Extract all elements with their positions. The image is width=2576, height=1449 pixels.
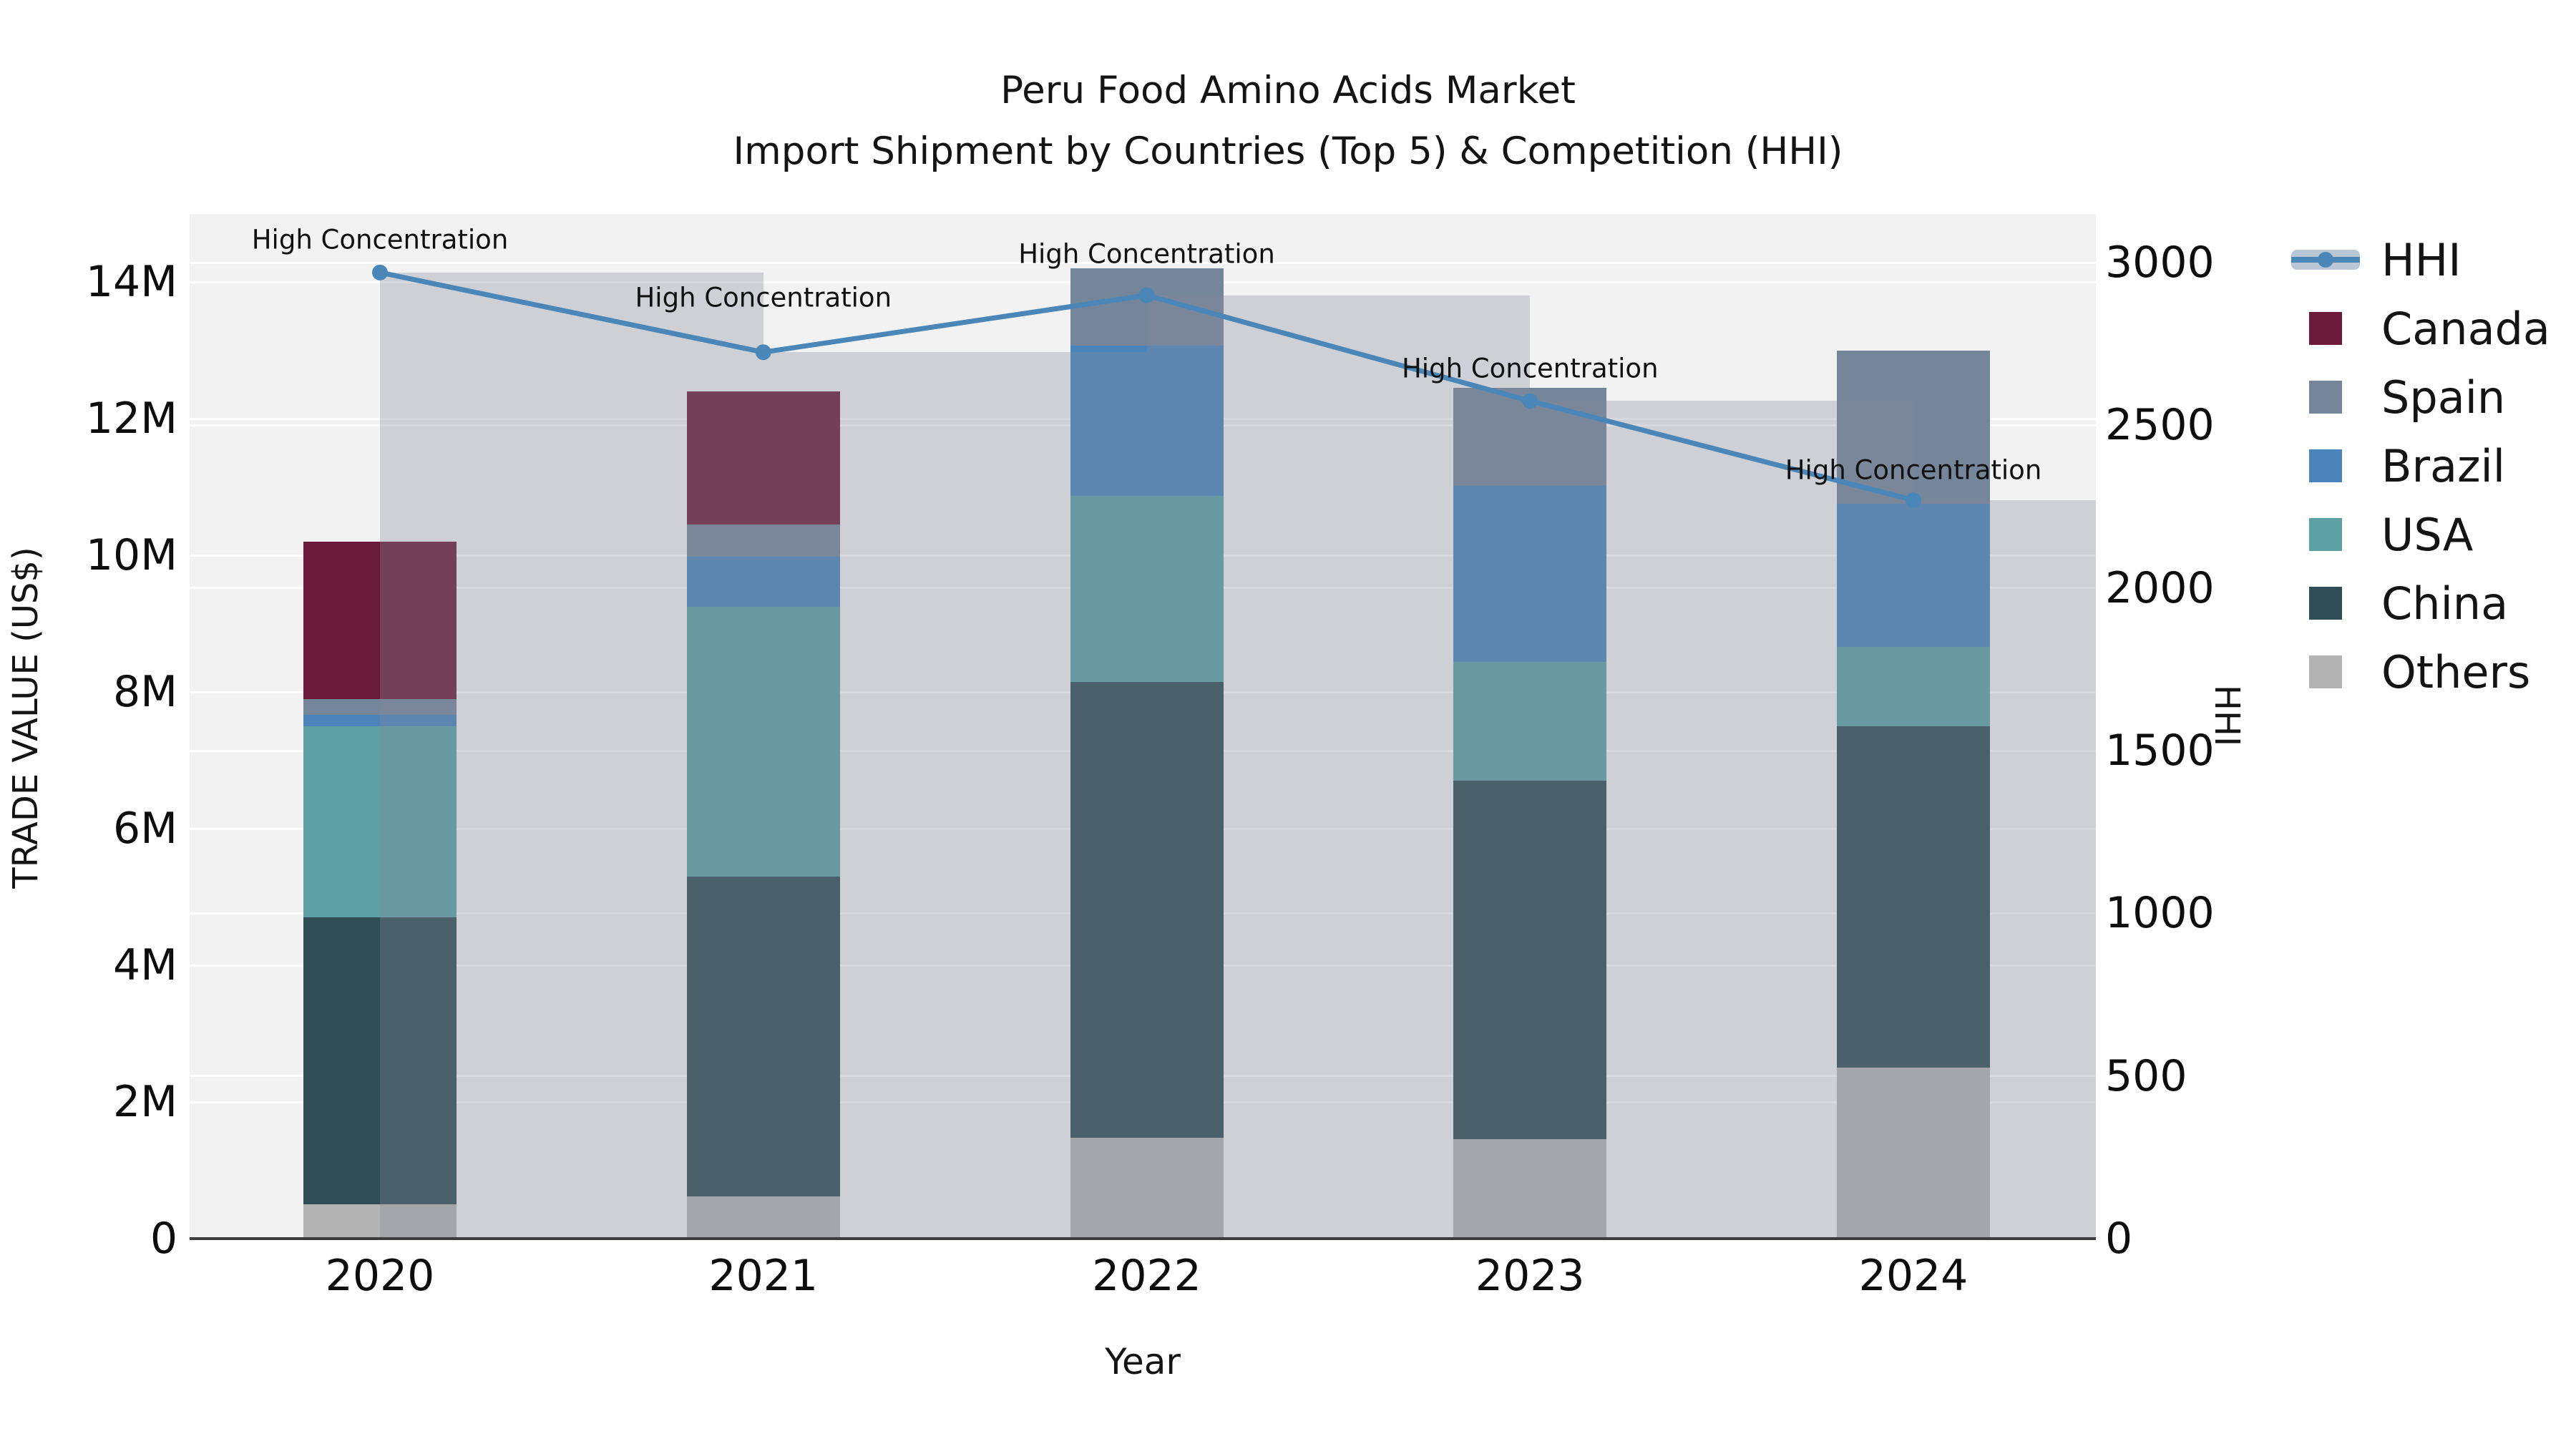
bar-segment-china-2024 [1837, 726, 1990, 1068]
legend-swatch-icon [2290, 518, 2361, 551]
hhi-wide-bar-2023 [1530, 401, 1913, 1239]
hhi-wide-bar-2022 [1146, 295, 1531, 1239]
bar-segment-others-2024 [1837, 1068, 1990, 1239]
hhi-point-2021 [755, 344, 771, 361]
gridline-right-3000 [190, 261, 2096, 264]
bar-segment-spain-2021 [686, 525, 840, 557]
bar-segment-canada-2020 [303, 542, 457, 699]
y-right-tick-3000: 3000 [2105, 238, 2215, 288]
annotation-high-concentration-2021: High Concentration [635, 282, 892, 313]
legend-item-hhi: HHI [2290, 225, 2550, 294]
bar-segment-others-2021 [686, 1196, 840, 1239]
bar-segment-usa-2021 [686, 606, 840, 877]
y-right-tick-2500: 2500 [2105, 400, 2215, 451]
y-left-tick-6M: 6M [113, 804, 177, 854]
y-left-tick-0: 0 [150, 1214, 177, 1264]
x-tick-2023: 2023 [1475, 1251, 1585, 1301]
annotation-high-concentration-2020: High Concentration [251, 224, 509, 255]
bar-segment-spain-2020 [303, 698, 457, 715]
chart-title-line1: Peru Food Amino Acids Market [1000, 69, 1576, 112]
hhi-band-icon [2291, 250, 2360, 270]
legend-label-others: Others [2381, 645, 2531, 698]
y-axis-right-title: HHI [2207, 684, 2247, 747]
bar-segment-others-2023 [1453, 1138, 1607, 1239]
legend-item-china: China [2290, 569, 2550, 638]
swatch-others [2309, 655, 2342, 688]
swatch-china [2309, 587, 2342, 620]
y-right-tick-2000: 2000 [2105, 562, 2215, 613]
plot-area: High Concentration High Concentration High… [190, 214, 2096, 1239]
hhi-line-marker-icon [2290, 250, 2361, 270]
legend-item-usa: USA [2290, 500, 2550, 569]
bar-segment-spain-2024 [1837, 350, 1990, 504]
bar-segment-china-2021 [686, 877, 840, 1196]
legend-item-others: Others [2290, 638, 2550, 706]
legend-label-hhi: HHI [2381, 233, 2462, 286]
legend-label-brazil: Brazil [2381, 439, 2506, 492]
bar-segment-brazil-2023 [1453, 485, 1607, 663]
swatch-usa [2309, 518, 2342, 551]
bar-segment-usa-2022 [1070, 496, 1224, 682]
hhi-wide-bar-2024 [1913, 500, 2096, 1239]
annotation-high-concentration-2023: High Concentration [1401, 353, 1659, 384]
chart-title-line2: Import Shipment by Countries (Top 5) & C… [733, 130, 1843, 173]
y-left-tick-4M: 4M [113, 940, 177, 991]
bar-segment-china-2022 [1070, 681, 1224, 1138]
y-right-tick-500: 500 [2105, 1050, 2187, 1101]
bar-segment-china-2020 [303, 917, 457, 1205]
bar-segment-others-2020 [303, 1204, 457, 1239]
annotation-high-concentration-2024: High Concentration [1785, 454, 2042, 486]
bar-segment-others-2022 [1070, 1137, 1224, 1239]
y-axis-left-title: TRADE VALUE (US$) [6, 547, 46, 889]
bar-segment-usa-2020 [303, 726, 457, 918]
x-axis-line [190, 1237, 2096, 1240]
bar-segment-usa-2023 [1453, 662, 1607, 781]
legend-swatch-icon [2290, 655, 2361, 688]
legend-label-spain: Spain [2381, 371, 2506, 424]
legend-item-canada: Canada [2290, 294, 2550, 363]
legend-swatch-icon [2290, 587, 2361, 620]
legend: HHI Canada Spain Brazil USA China Others [2290, 225, 2550, 706]
hhi-line [372, 264, 1921, 509]
y-left-tick-12M: 12M [85, 394, 177, 444]
bar-segment-canada-2021 [686, 391, 840, 525]
y-left-tick-14M: 14M [85, 257, 177, 308]
hhi-point-2023 [1522, 393, 1538, 409]
y-left-tick-8M: 8M [113, 667, 177, 718]
bar-segment-brazil-2024 [1837, 503, 1990, 648]
legend-label-usa: USA [2381, 508, 2474, 561]
y-right-tick-1500: 1500 [2105, 726, 2215, 776]
bar-segment-brazil-2021 [686, 557, 840, 607]
bar-segment-brazil-2022 [1070, 346, 1224, 497]
x-tick-2022: 2022 [1092, 1251, 1201, 1301]
legend-label-china: China [2381, 577, 2509, 630]
legend-swatch-icon [2290, 449, 2361, 482]
annotation-high-concentration-2022: High Concentration [1018, 238, 1275, 270]
x-tick-2021: 2021 [708, 1251, 819, 1301]
bar-segment-china-2023 [1453, 781, 1607, 1139]
hhi-point-2022 [1138, 287, 1155, 303]
legend-swatch-icon [2290, 381, 2361, 414]
hhi-wide-bar-2020 [380, 272, 763, 1239]
hhi-point-2020 [372, 264, 388, 280]
y-left-tick-2M: 2M [113, 1077, 177, 1128]
bar-segment-brazil-2020 [303, 714, 457, 726]
hhi-wide-bar-2021 [763, 352, 1147, 1239]
swatch-spain [2309, 381, 2342, 414]
y-left-tick-10M: 10M [85, 530, 177, 581]
legend-swatch-icon [2290, 312, 2361, 345]
hhi-point-2024 [1906, 492, 1921, 509]
legend-item-brazil: Brazil [2290, 431, 2550, 500]
swatch-canada [2309, 312, 2342, 345]
y-right-tick-0: 0 [2105, 1214, 2133, 1264]
bar-segment-usa-2024 [1837, 647, 1990, 726]
x-axis-title: Year [1105, 1341, 1181, 1382]
x-tick-2024: 2024 [1858, 1251, 1968, 1301]
x-tick-2020: 2020 [325, 1251, 435, 1301]
legend-label-canada: Canada [2381, 302, 2550, 355]
legend-item-spain: Spain [2290, 363, 2550, 431]
swatch-brazil [2309, 449, 2342, 482]
y-right-tick-1000: 1000 [2105, 888, 2215, 939]
